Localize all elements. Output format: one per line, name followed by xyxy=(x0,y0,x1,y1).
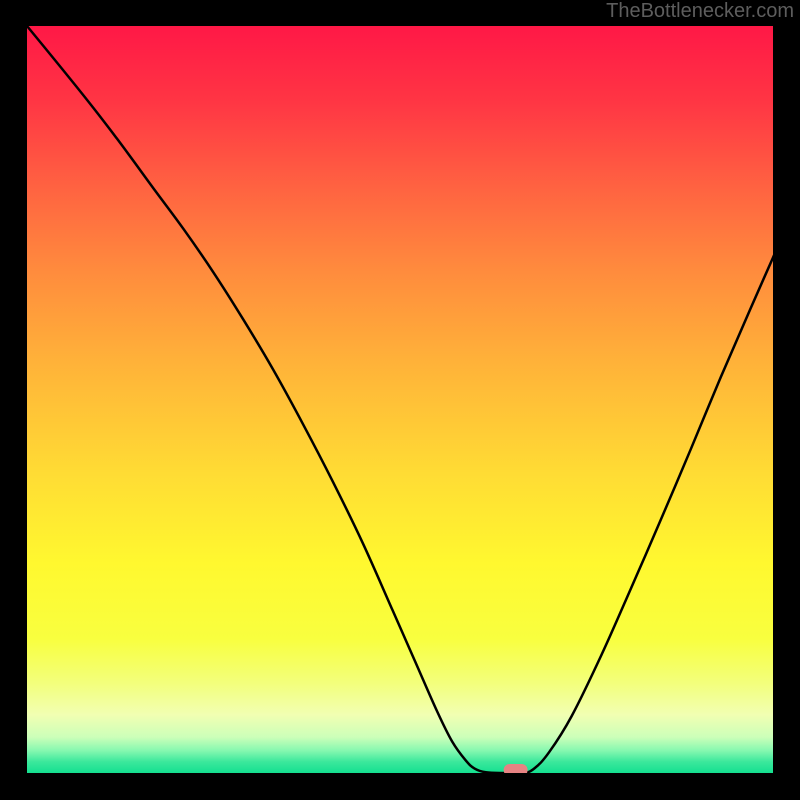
watermark-text: TheBottlenecker.com xyxy=(606,0,794,23)
border-bottom xyxy=(0,773,800,800)
bottleneck-chart xyxy=(0,0,800,800)
chart-frame: TheBottlenecker.com xyxy=(0,0,800,800)
border-right xyxy=(773,0,800,800)
border-left xyxy=(0,0,27,800)
gradient-background xyxy=(27,26,773,773)
